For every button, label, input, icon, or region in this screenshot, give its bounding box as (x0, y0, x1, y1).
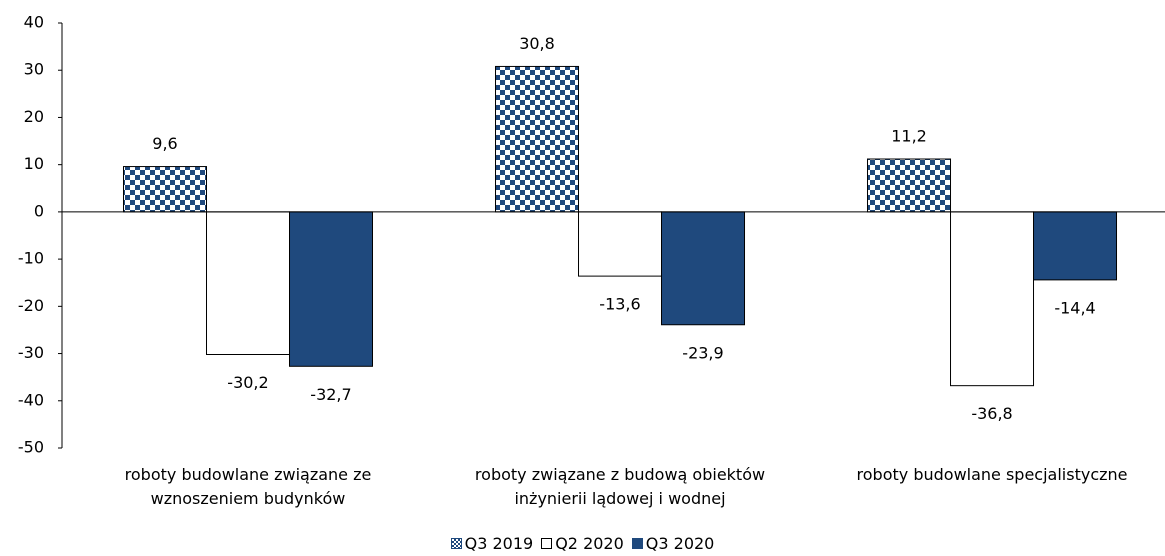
bar (1033, 211, 1118, 281)
x-tick-label: roboty budowlane związane ze wznoszeniem… (124, 465, 372, 508)
y-tick-label: 40 (24, 13, 44, 32)
legend-label: Q3 2020 (645, 534, 715, 553)
value-label: -13,6 (599, 295, 640, 314)
y-tick-label: -30 (18, 343, 44, 362)
bar (289, 211, 374, 367)
x-tick-label: roboty związane z budową obiektów inżyni… (474, 465, 766, 508)
bar (950, 211, 1035, 387)
legend-item: Q3 2019 (450, 534, 534, 553)
value-label: -23,9 (682, 343, 723, 362)
bar (495, 65, 580, 213)
value-label: -36,8 (971, 404, 1012, 423)
legend-swatch (631, 538, 643, 549)
value-label: 9,6 (152, 134, 177, 153)
bar (867, 158, 952, 213)
value-label: -32,7 (310, 385, 351, 404)
value-label: -30,2 (227, 373, 268, 392)
value-label: 11,2 (891, 127, 927, 146)
legend-label: Q2 2020 (555, 534, 624, 553)
y-tick-label: -10 (18, 249, 44, 268)
x-tick-label: roboty budowlane specjalistyczne (856, 465, 1128, 484)
y-tick-label: 20 (24, 107, 44, 126)
legend: Q3 2019 Q2 2020 Q3 2020 (0, 534, 1165, 553)
y-tick-label: 30 (24, 60, 44, 79)
value-label: 30,8 (519, 34, 555, 53)
bar (578, 211, 663, 277)
bar (123, 166, 208, 213)
y-tick-label: -20 (18, 296, 44, 315)
y-tick-label: 10 (24, 154, 44, 173)
y-tick-label: -50 (18, 438, 44, 457)
legend-item: Q3 2020 (631, 534, 715, 553)
legend-swatch (541, 538, 553, 549)
legend-swatch (450, 538, 462, 549)
value-label: -14,4 (1054, 298, 1095, 317)
bar (661, 211, 746, 326)
y-tick-label: -40 (18, 390, 44, 409)
legend-item: Q2 2020 (541, 534, 624, 553)
bar (206, 211, 291, 355)
y-tick-label: 0 (34, 201, 44, 220)
legend-label: Q3 2019 (464, 534, 534, 553)
